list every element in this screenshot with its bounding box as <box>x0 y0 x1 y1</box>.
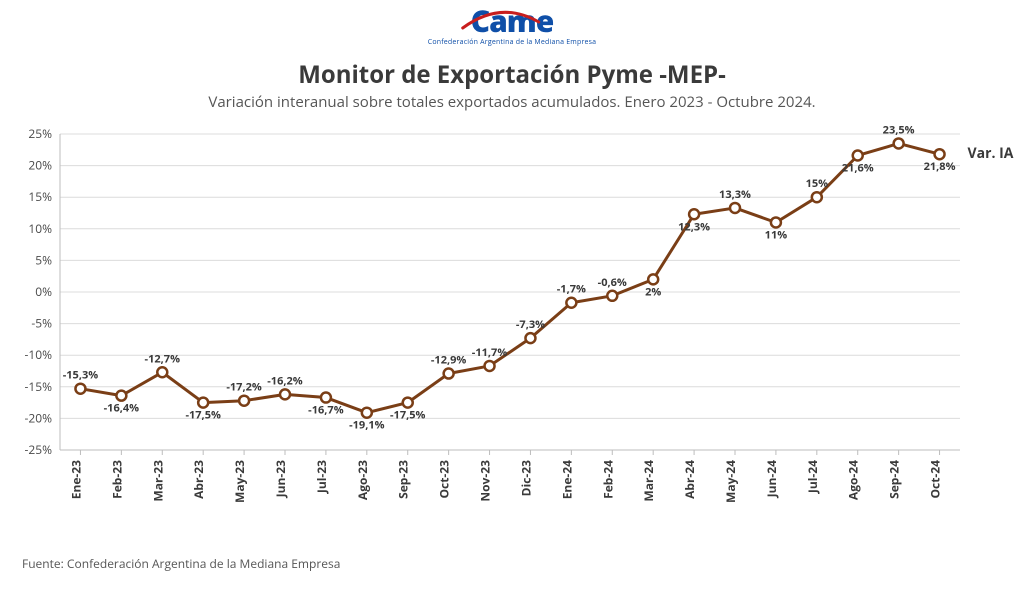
svg-text:Oct-24: Oct-24 <box>927 460 944 499</box>
svg-text:Nov-23: Nov-23 <box>477 460 494 502</box>
svg-text:Jul-23: Jul-23 <box>313 460 330 494</box>
svg-text:Var. IA: Var. IA <box>968 144 1014 163</box>
svg-text:21,8%: 21,8% <box>924 159 956 174</box>
svg-text:-11,7%: -11,7% <box>472 345 508 360</box>
logo-text: Came <box>471 6 554 36</box>
svg-text:Jul-24: Jul-24 <box>804 460 821 494</box>
svg-text:Ene-23: Ene-23 <box>67 460 84 499</box>
figure-wrap: Came Confederación Argentina de la Media… <box>0 0 1024 590</box>
svg-text:20%: 20% <box>28 157 52 174</box>
svg-text:Abr-24: Abr-24 <box>681 460 698 499</box>
chart-subtitle: Variación interanual sobre totales expor… <box>0 92 1024 112</box>
svg-text:-16,4%: -16,4% <box>104 401 140 416</box>
svg-text:-20%: -20% <box>24 409 52 426</box>
svg-text:May-23: May-23 <box>231 460 248 503</box>
line-chart: 25% 20% 15% 10% 5% 0% -5% -10% -15% -20% -25% Ene-2… <box>0 120 1024 546</box>
svg-text:Abr-23: Abr-23 <box>190 460 207 499</box>
svg-text:2%: 2% <box>645 284 661 299</box>
svg-text:-5%: -5% <box>31 315 52 332</box>
svg-text:-15%: -15% <box>24 378 52 395</box>
source-footer: Fuente: Confederación Argentina de la Me… <box>22 555 340 572</box>
svg-text:0%: 0% <box>35 283 52 300</box>
svg-text:15%: 15% <box>28 188 52 205</box>
chart-title: Monitor de Exportación Pyme -MEP- <box>0 58 1024 91</box>
svg-text:Oct-23: Oct-23 <box>436 460 453 499</box>
svg-text:May-24: May-24 <box>722 460 739 503</box>
svg-text:Jun-23: Jun-23 <box>272 460 289 498</box>
svg-text:Mar-24: Mar-24 <box>640 460 657 502</box>
svg-text:-17,5%: -17,5% <box>185 408 221 423</box>
svg-text:5%: 5% <box>35 251 52 268</box>
svg-text:-10%: -10% <box>24 346 52 363</box>
svg-text:13,3%: 13,3% <box>719 187 751 202</box>
svg-text:-17,5%: -17,5% <box>390 408 426 423</box>
came-logo: Came Confederación Argentina de la Media… <box>428 6 597 47</box>
svg-text:-17,2%: -17,2% <box>226 380 262 395</box>
logo-swoosh-icon <box>461 4 541 38</box>
svg-text:Dic-23: Dic-23 <box>517 460 534 496</box>
svg-text:-15,3%: -15,3% <box>63 368 99 383</box>
svg-text:Sep-23: Sep-23 <box>395 460 412 499</box>
svg-text:Mar-23: Mar-23 <box>149 460 166 502</box>
svg-text:Ene-24: Ene-24 <box>558 460 575 499</box>
svg-text:11%: 11% <box>765 227 788 242</box>
svg-text:Feb-23: Feb-23 <box>108 460 125 499</box>
svg-text:21,6%: 21,6% <box>842 160 874 175</box>
svg-text:23,5%: 23,5% <box>883 122 915 137</box>
svg-text:-0,6%: -0,6% <box>598 275 627 290</box>
svg-text:Jun-24: Jun-24 <box>763 460 780 498</box>
svg-text:Sep-24: Sep-24 <box>886 460 903 499</box>
svg-text:-7,3%: -7,3% <box>516 317 545 332</box>
svg-text:-16,7%: -16,7% <box>308 403 344 418</box>
svg-text:-19,1%: -19,1% <box>349 418 385 433</box>
svg-text:Feb-24: Feb-24 <box>599 460 616 499</box>
svg-text:-12,9%: -12,9% <box>431 353 467 368</box>
svg-text:12,3%: 12,3% <box>678 219 710 234</box>
svg-text:Ago-23: Ago-23 <box>354 460 371 500</box>
svg-text:10%: 10% <box>28 220 52 237</box>
svg-text:-25%: -25% <box>24 441 52 458</box>
svg-text:25%: 25% <box>28 125 52 142</box>
svg-text:-1,7%: -1,7% <box>557 282 586 297</box>
svg-text:-12,7%: -12,7% <box>145 351 181 366</box>
svg-text:-16,2%: -16,2% <box>267 373 303 388</box>
svg-text:Ago-24: Ago-24 <box>845 460 862 500</box>
svg-text:15%: 15% <box>806 176 829 191</box>
